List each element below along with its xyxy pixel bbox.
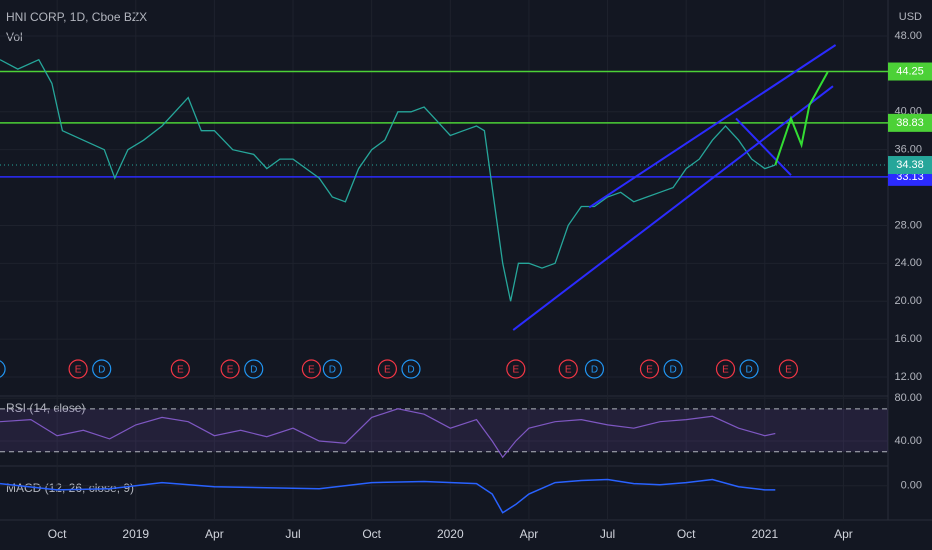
y-tick-label: 40.00 (894, 435, 922, 447)
y-tick-label: 80.00 (894, 392, 922, 404)
event-label: D (669, 365, 676, 376)
x-tick-label: Oct (677, 527, 696, 541)
event-marker (584, 359, 605, 379)
price-line (0, 58, 776, 302)
y-tick-label: 12.00 (894, 371, 922, 383)
x-tick-label: Apr (834, 527, 853, 541)
event-marker (639, 359, 660, 379)
level-label-box (888, 113, 932, 132)
y-tick-label: 20.00 (894, 295, 922, 307)
event-label: D (745, 365, 752, 376)
x-tick-label: Jul (600, 527, 615, 541)
event-label: D (407, 365, 414, 376)
macd-title: MACD (12, 26, close, 9) (6, 481, 134, 495)
event-marker (170, 359, 190, 379)
event-marker (558, 359, 578, 379)
event-marker (0, 360, 6, 378)
x-tick-label: 2021 (751, 527, 778, 541)
event-label: D (250, 365, 257, 376)
currency-label: USD (899, 11, 922, 23)
event-marker (322, 359, 342, 379)
y-tick-label: 28.00 (894, 219, 922, 231)
x-tick-label: Oct (48, 527, 67, 541)
y-tick-label: 0.00 (901, 480, 922, 492)
event-label: D (591, 365, 598, 376)
event-marker (401, 359, 421, 379)
y-tick-label: 36.00 (894, 144, 922, 156)
level-label-box (888, 156, 932, 175)
level-label-box (888, 62, 932, 81)
rsi-line (0, 408, 776, 459)
event-label: D (98, 365, 105, 376)
event-label: D (329, 365, 336, 376)
trend-line (588, 44, 837, 209)
x-tick-label: Oct (362, 527, 381, 541)
event-label: E (75, 365, 82, 376)
event-label: E (565, 365, 572, 376)
event-label: E (177, 365, 184, 376)
y-tick-label: 48.00 (894, 30, 922, 42)
level-label: 44.25 (896, 65, 924, 77)
y-tick-label: 16.00 (894, 333, 922, 345)
y-tick-label: 24.00 (894, 257, 922, 269)
x-tick-label: Apr (520, 527, 539, 541)
event-label: E (722, 365, 729, 376)
event-label: E (512, 365, 519, 376)
event-label: E (384, 365, 391, 376)
trend-line (512, 85, 834, 331)
event-marker (301, 359, 321, 379)
rsi-title: RSI (14, close) (6, 401, 85, 415)
chart-title: HNI CORP, 1D, Cboe BZX (6, 10, 147, 24)
event-marker (377, 359, 397, 379)
event-label: E (646, 365, 653, 376)
event-marker (739, 359, 759, 379)
event-marker (506, 359, 526, 379)
projection-line (774, 71, 829, 166)
x-tick-label: 2019 (122, 527, 149, 541)
trend-line (735, 117, 792, 176)
x-tick-label: 2020 (437, 527, 464, 541)
event-marker (778, 359, 799, 379)
level-label: 38.83 (896, 117, 924, 129)
event-marker (244, 359, 264, 379)
x-tick-label: Jul (285, 527, 300, 541)
event-marker (92, 359, 112, 379)
event-marker (220, 359, 240, 379)
x-tick-label: Apr (205, 527, 224, 541)
event-marker (663, 359, 683, 379)
volume-label: Vol (6, 30, 23, 44)
event-label: E (308, 365, 315, 376)
event-label: E (785, 365, 792, 376)
event-marker (68, 359, 88, 379)
macd-line (0, 478, 776, 514)
event-marker (715, 359, 736, 379)
rsi-band (0, 408, 888, 452)
event-label: E (227, 365, 234, 376)
level-label: 34.38 (896, 159, 924, 171)
